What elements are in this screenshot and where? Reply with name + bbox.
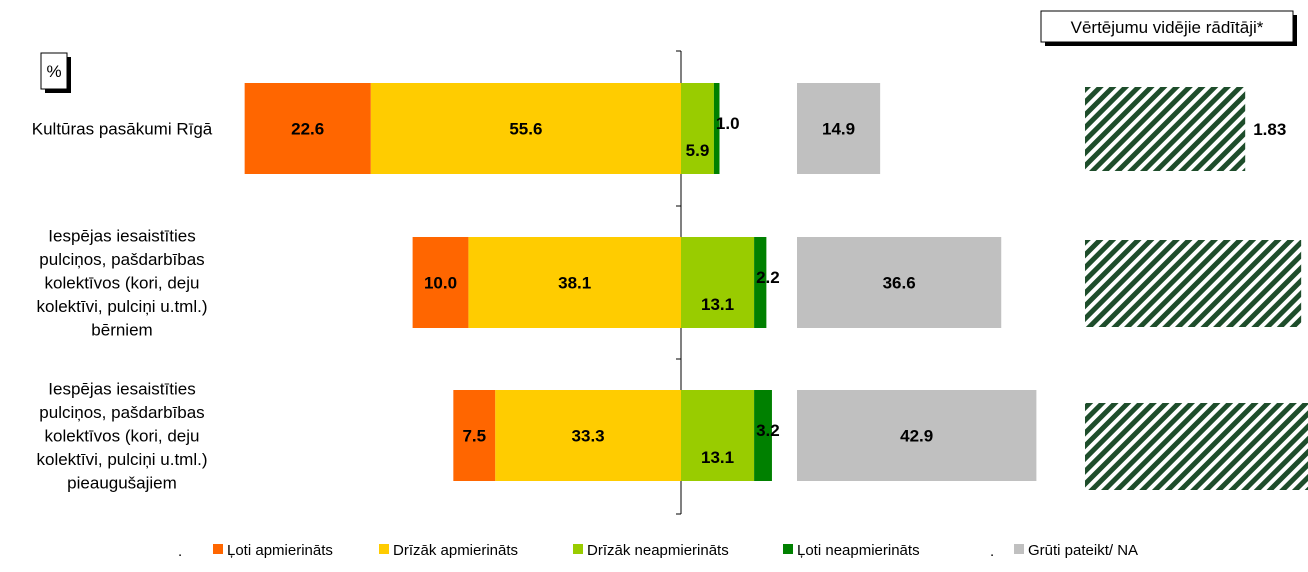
data-label: 13.1: [701, 295, 734, 314]
averages-title-box: Vērtējumu vidējie rādītāji*: [1040, 10, 1297, 46]
legend-swatch-1: [379, 544, 389, 554]
category-labels: Kultūras pasākumi Rīgā Iespējas iesaistīt…: [32, 120, 213, 493]
average-label: 1.83: [1253, 120, 1286, 139]
bars-layer: 55.6 22.6 5.9 1.0 14.9 1.83 38.1 10.0 13.1 2.2 36.…: [244, 50, 1308, 515]
category-label-line: pieaugušajiem: [67, 474, 177, 493]
bar-Drzkapmierints-2: [495, 390, 681, 481]
legend-marker: .: [990, 543, 994, 560]
legend-marker: .: [178, 543, 182, 560]
bar-otiapmierints-2: [453, 390, 496, 481]
unit-label: %: [46, 62, 61, 81]
legend: . . Ļoti apmierināts Drīzāk apmierināts Drīz…: [178, 542, 1138, 560]
average-bar-0: [1085, 87, 1246, 171]
category-label-line: bērniem: [91, 321, 152, 340]
averages-title: Vērtējumu vidējie rādītāji*: [1071, 18, 1264, 37]
data-label: 38.1: [558, 274, 591, 293]
data-label: 2.2: [756, 268, 780, 287]
data-label: 22.6: [291, 120, 324, 139]
data-label: 36.6: [883, 274, 916, 293]
legend-swatch-0: [213, 544, 223, 554]
category-label-line: kolektīvos (kori, deju: [45, 427, 200, 446]
category-label-line: pulciņos, pašdarbības: [39, 403, 204, 422]
data-label: 13.1: [701, 448, 734, 467]
legend-label: Drīzāk neapmierināts: [587, 542, 729, 559]
data-label: 33.3: [572, 427, 605, 446]
category-label-line: kolektīvos (kori, deju: [45, 274, 200, 293]
legend-label: Ļoti apmierināts: [227, 542, 333, 559]
bar-otineapmierints-2: [754, 390, 772, 481]
category-label-line: kolektīvi, pulciņi u.tml.): [37, 297, 208, 316]
data-label: 7.5: [462, 427, 486, 446]
category-label-line: Iespējas iesaistīties: [48, 380, 195, 399]
bar-otineapmierints-0: [713, 83, 720, 174]
average-bar-2: [1085, 403, 1308, 490]
bar-otiapmierints-0: [244, 83, 371, 174]
unit-label-box: %: [40, 52, 71, 93]
data-label: 5.9: [686, 141, 710, 160]
data-label: 10.0: [424, 274, 457, 293]
bar-otiapmierints-1: [412, 237, 469, 328]
bar-na-0: [797, 83, 881, 174]
bar-Drzkneapmierints-0: [681, 83, 714, 174]
average-bar-1: [1085, 240, 1302, 327]
category-label-line: pulciņos, pašdarbības: [39, 250, 204, 269]
category-label-line: Iespējas iesaistīties: [48, 227, 195, 246]
data-label: 42.9: [900, 427, 933, 446]
data-label: 3.2: [756, 421, 780, 440]
legend-label: Grūti pateikt/ NA: [1028, 542, 1138, 559]
data-label: 1.0: [716, 114, 740, 133]
bar-na-1: [797, 237, 1002, 328]
bar-Drzkneapmierints-2: [681, 390, 755, 481]
category-label-line: Kultūras pasākumi Rīgā: [32, 120, 213, 139]
bar-otineapmierints-1: [754, 237, 767, 328]
legend-swatch-3: [783, 544, 793, 554]
data-label: 14.9: [822, 120, 855, 139]
legend-label: Ļoti neapmierināts: [797, 542, 920, 559]
bar-na-2: [797, 390, 1037, 481]
bar-Drzkapmierints-0: [370, 83, 681, 174]
data-label: 55.6: [509, 120, 542, 139]
legend-swatch-2: [573, 544, 583, 554]
legend-label: Drīzāk apmierināts: [393, 542, 518, 559]
category-label-line: kolektīvi, pulciņi u.tml.): [37, 450, 208, 469]
bar-Drzkapmierints-1: [468, 237, 681, 328]
bar-Drzkneapmierints-1: [681, 237, 755, 328]
legend-swatch-4: [1014, 544, 1024, 554]
